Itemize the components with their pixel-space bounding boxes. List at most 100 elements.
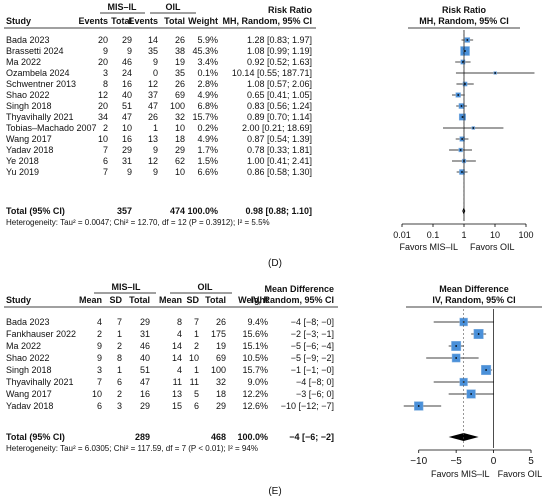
study-row: Brassetti 2024 9 9 35 38 45.3% 1.08 [0.99; 1.1… (6, 46, 470, 56)
effect-ci-value: 0.65 [0.41; 1.05] (247, 90, 312, 100)
study-name: Ozambela 2024 (6, 68, 70, 78)
total-n-oil: 468 (211, 432, 226, 442)
total-mis-il: 46 (140, 341, 150, 351)
weight-value: 10.5% (242, 353, 268, 363)
total-mis-il: 24 (122, 68, 132, 78)
study-row: Yadav 2018 7 29 9 29 1.7% 0.78 [0.33; 1.81] (6, 145, 472, 155)
weight-value: 15.1% (242, 341, 268, 351)
total-label: Total (95% CI) (6, 432, 65, 442)
effect-ci-value: 0.86 [0.58; 1.30] (247, 167, 312, 177)
study-row: Wang 2017 10 16 13 18 4.9% 0.87 [0.54; 1.39] (6, 134, 469, 144)
total-oil: 100 (170, 101, 185, 111)
study-name: Ma 2022 (6, 341, 41, 351)
favors-left-label: Favors MIS–IL (431, 469, 490, 479)
x-tick-label: 0.01 (393, 230, 411, 240)
total-mis-il: 46 (122, 57, 132, 67)
study-row: Wang 2017 10 2 16 13 5 18 12.2% −3 [−6; 0] (6, 389, 494, 399)
weight-header: Weight (238, 295, 268, 305)
study-row: Ye 2018 6 31 12 62 1.5% 1.00 [0.41; 2.41] (6, 156, 476, 166)
effect-ci-value: 0.92 [0.52; 1.63] (247, 57, 312, 67)
total-mis-il: 31 (122, 156, 132, 166)
total2-header: Total (205, 295, 226, 305)
effect-ci-value: 1.28 [0.83; 1.97] (247, 35, 312, 45)
total-mis-il: 16 (122, 79, 132, 89)
effect-ci-value: 1.08 [0.99; 1.19] (247, 46, 312, 56)
sd1-header: SD (109, 295, 122, 305)
weight-value: 15.6% (242, 329, 268, 339)
mean-mis-il: 3 (97, 365, 102, 375)
weight-value: 12.6% (242, 401, 268, 411)
study-name: Singh 2018 (6, 365, 52, 375)
study-name: Singh 2018 (6, 101, 52, 111)
total-mis-il: 29 (122, 35, 132, 45)
effect-point (464, 50, 466, 52)
weight-header: Weight (188, 16, 218, 26)
weight-value: 45.3% (192, 46, 218, 56)
group2-header: OIL (166, 2, 182, 12)
total-mis-il: 9 (127, 167, 132, 177)
events-mis-il: 20 (98, 101, 108, 111)
sd-mis-il: 8 (117, 353, 122, 363)
effect-ci-value: 0.83 [0.56; 1.24] (247, 101, 312, 111)
favors-right-label: Favors OIL (470, 242, 515, 252)
study-row: Thyavihally 2021 34 47 26 32 15.7% 0.89 [0.70;… (6, 112, 466, 122)
effect-ci-value: −5 [−6; −4] (291, 341, 334, 351)
study-name: Schwentner 2013 (6, 79, 76, 89)
sd-mis-il: 6 (117, 377, 122, 387)
study-row: Shao 2022 12 40 37 69 4.9% 0.65 [0.41; 1.05] (6, 90, 465, 100)
study-row: Yu 2019 7 9 9 10 6.6% 0.86 [0.58; 1.30] (6, 167, 468, 177)
total2-header: Total (164, 16, 185, 26)
total-oil: 10 (175, 123, 185, 133)
sd-oil: 7 (194, 317, 199, 327)
effect-ci-value: −3 [−6; 0] (296, 389, 334, 399)
study-row: Singh 2018 20 51 47 100 6.8% 0.83 [0.56; 1.24] (6, 101, 467, 111)
total-mis-il: 47 (140, 377, 150, 387)
mean-oil: 15 (172, 401, 182, 411)
x-tick-label: 1 (461, 230, 466, 240)
sd-oil: 10 (189, 353, 199, 363)
total-weight: 100.0% (187, 206, 218, 216)
total-mis-il: 40 (122, 90, 132, 100)
mean-oil: 4 (177, 329, 182, 339)
total-label: Total (95% CI) (6, 206, 65, 216)
study-header: Study (6, 295, 31, 305)
events-oil: 0 (153, 68, 158, 78)
study-name: Bada 2023 (6, 35, 50, 45)
study-name: Thyavihally 2021 (6, 112, 74, 122)
favors-left-label: Favors MIS–IL (399, 242, 458, 252)
weight-value: 9.4% (247, 317, 268, 327)
events-oil: 13 (148, 134, 158, 144)
effect-header-sub: MH, Random, 95% CI (222, 16, 312, 26)
weight-value: 0.2% (197, 123, 218, 133)
total-oil: 69 (175, 90, 185, 100)
effect-point (477, 333, 480, 335)
sd2-header: SD (186, 295, 199, 305)
sd-mis-il: 3 (117, 401, 122, 411)
study-row: Ma 2022 9 2 46 14 2 19 15.1% −5 [−6; −4] (6, 341, 464, 351)
total-oil: 18 (175, 134, 185, 144)
panel-d-caption: (D) (268, 258, 282, 269)
mean-oil: 14 (172, 341, 182, 351)
sd-mis-il: 1 (117, 329, 122, 339)
effect-point (466, 39, 469, 41)
weight-value: 1.7% (197, 145, 218, 155)
events-oil: 9 (153, 57, 158, 67)
events-oil: 12 (148, 156, 158, 166)
total-oil: 29 (216, 401, 226, 411)
weight-value: 9.0% (247, 377, 268, 387)
weight-value: 4.9% (197, 134, 218, 144)
mean-mis-il: 9 (97, 341, 102, 351)
study-name: Shao 2022 (6, 353, 50, 363)
x-tick-label: 0 (491, 456, 497, 467)
events-mis-il: 20 (98, 57, 108, 67)
study-name: Fankhauser 2022 (6, 329, 76, 339)
effect-point (460, 105, 463, 107)
effect-ci-value: −10 [−12; −7] (281, 401, 334, 411)
mean-oil: 8 (177, 317, 182, 327)
study-name: Yadav 2018 (6, 401, 53, 411)
events-mis-il: 6 (103, 156, 108, 166)
heterogeneity-text: Heterogeneity: Tau² = 6.0305; Chi² = 117… (6, 444, 258, 453)
study-header: Study (6, 16, 31, 26)
favors-right-label: Favors OIL (498, 469, 543, 479)
effect-ci-value: 1.08 [0.57; 2.06] (247, 79, 312, 89)
